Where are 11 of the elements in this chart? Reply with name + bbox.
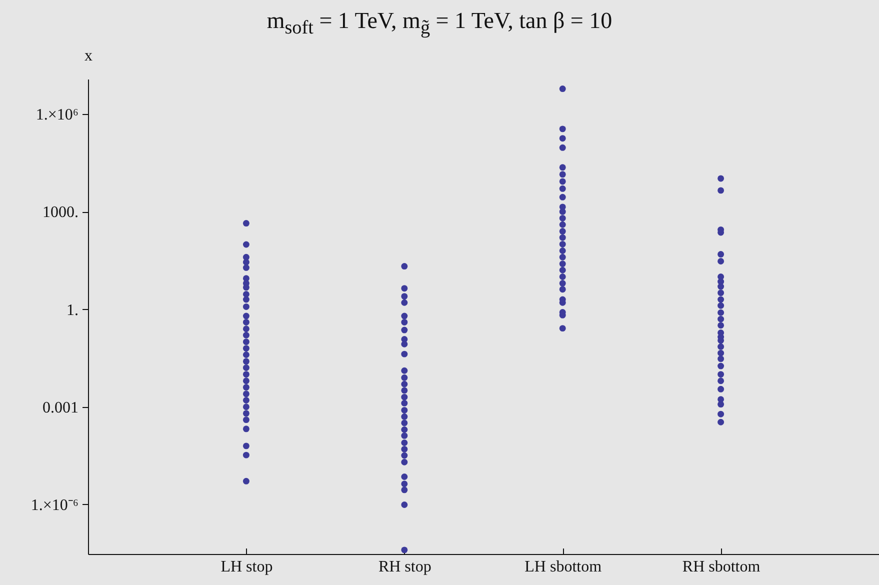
x-tick-label: LH sbottom xyxy=(524,558,602,576)
x-tick-label: RH stop xyxy=(378,558,432,576)
chart-title: m$_{soft}$ = 1 TeV, m$_{g̃}$ = 1 TeV, tan β = 10 xyxy=(266,7,614,41)
x-tick-label: LH stop xyxy=(220,558,273,576)
y-axis-title: x xyxy=(84,48,92,64)
x-tick-label: RH sbottom xyxy=(682,558,761,576)
y-tick-label: 1. xyxy=(66,302,78,319)
y-tick-label: 1000. xyxy=(42,204,78,222)
y-tick-label: 1.×10⁻⁶ xyxy=(30,496,78,514)
y-tick-label: 0.001 xyxy=(42,399,78,416)
y-tick-label: 1.×10⁶ xyxy=(36,106,78,124)
